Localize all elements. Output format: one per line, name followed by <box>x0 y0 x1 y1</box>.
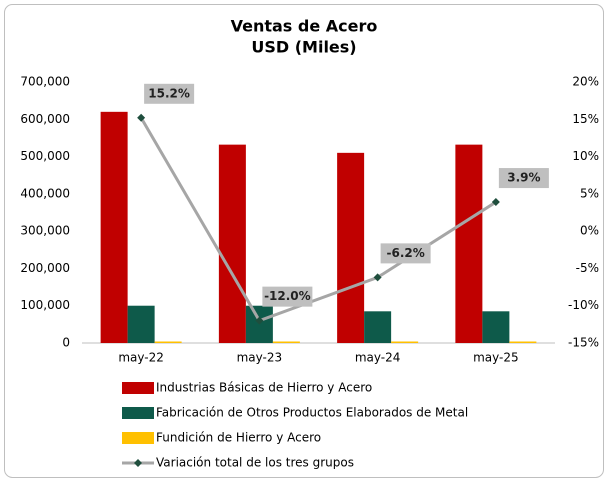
legend-label: Industrias Básicas de Hierro y Acero <box>156 381 372 395</box>
chart-subtitle: USD (Miles) <box>251 38 356 57</box>
x-tick-label: may-25 <box>473 351 519 365</box>
bar <box>337 152 365 343</box>
y2-tick-label: -5% <box>576 261 599 275</box>
legend-label: Fundición de Hierro y Acero <box>156 431 321 445</box>
chart-frame <box>4 4 604 478</box>
bar <box>482 311 510 343</box>
legend-label: Fabricación de Otros Productos Elaborado… <box>156 406 468 420</box>
bar <box>364 311 392 343</box>
line-marker <box>137 113 146 122</box>
line-marker <box>373 273 382 282</box>
y-tick-label: 0 <box>62 336 70 350</box>
y-tick-label: 700,000 <box>20 75 70 89</box>
legend-swatch <box>122 432 154 444</box>
y-tick-label: 400,000 <box>20 186 70 200</box>
y2-tick-label: 0% <box>580 224 599 238</box>
legend-swatch <box>122 382 154 394</box>
bar <box>509 341 537 343</box>
legend-label: Variación total de los tres grupos <box>156 456 354 470</box>
y-tick-label: 500,000 <box>20 149 70 163</box>
data-label: -6.2% <box>386 246 424 260</box>
line-marker <box>491 198 500 207</box>
data-label-box <box>498 168 549 189</box>
data-label-box <box>262 286 313 307</box>
y-tick-label: 200,000 <box>20 261 70 275</box>
y-tick-label: 100,000 <box>20 298 70 312</box>
data-label-box <box>380 243 431 264</box>
bar <box>218 144 246 343</box>
x-tick-label: may-24 <box>355 351 401 365</box>
y2-tick-label: 10% <box>572 149 599 163</box>
x-tick-label: may-22 <box>118 351 164 365</box>
data-label: -12.0% <box>264 289 311 303</box>
bar <box>100 111 128 343</box>
bar <box>127 305 155 343</box>
bar <box>391 341 419 343</box>
chart-title: Ventas de Acero <box>231 17 378 36</box>
y2-tick-label: -10% <box>568 298 599 312</box>
bar <box>272 341 300 343</box>
line-marker <box>255 316 264 325</box>
y2-tick-label: 15% <box>572 112 599 126</box>
y-tick-label: 300,000 <box>20 224 70 238</box>
y2-tick-label: 5% <box>580 186 599 200</box>
data-label: 3.9% <box>507 171 540 185</box>
line <box>139 117 497 323</box>
y2-tick-label: -15% <box>568 336 599 350</box>
data-label-box <box>144 83 195 104</box>
x-tick-label: may-23 <box>237 351 283 365</box>
data-label: 15.2% <box>148 86 190 100</box>
bar <box>154 341 182 343</box>
legend-marker <box>134 459 142 467</box>
legend-swatch <box>122 407 154 419</box>
y2-tick-label: 20% <box>572 75 599 89</box>
y-tick-label: 600,000 <box>20 112 70 126</box>
bar <box>455 144 483 343</box>
